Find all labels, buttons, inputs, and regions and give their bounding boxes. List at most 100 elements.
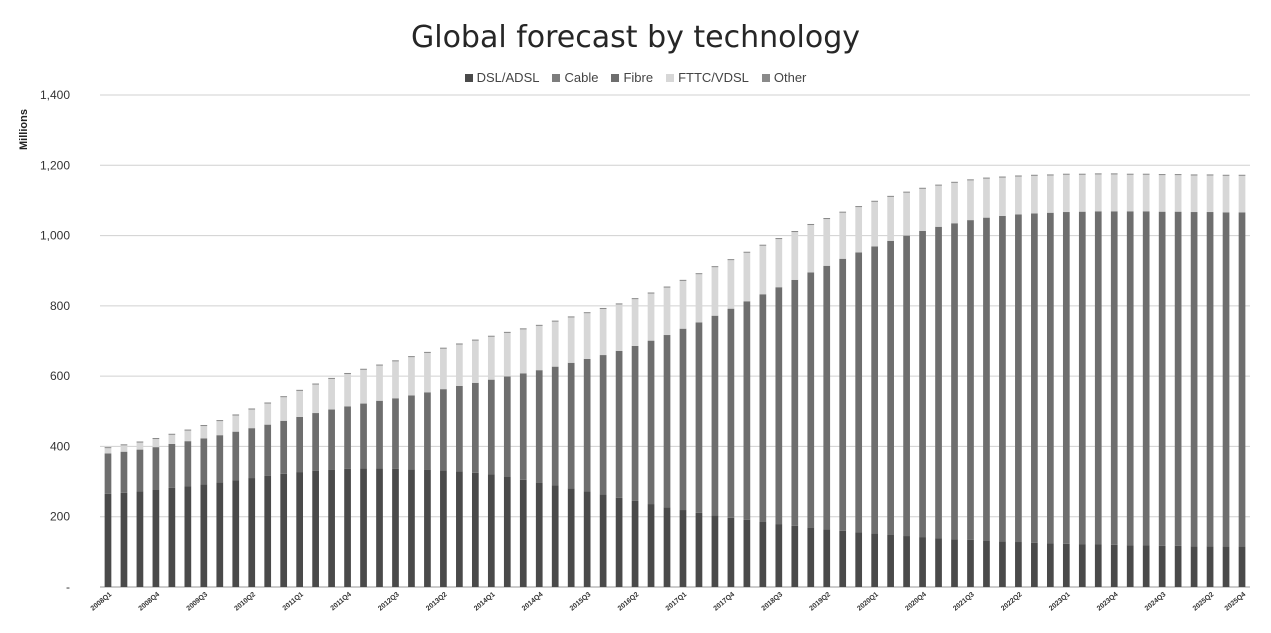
bar-segment-dsl-adsl: [903, 536, 910, 587]
bar-segment-fttc-vdsl: [232, 415, 240, 432]
bar-segment-dsl-adsl: [871, 533, 879, 587]
bar-segment-fibre: [631, 345, 639, 501]
bar-segment-fibre: [519, 373, 527, 480]
legend: DSL/ADSL Cable Fibre FTTC/VDSL Other: [0, 70, 1271, 85]
bar-segment-dsl-adsl: [184, 486, 192, 587]
bar-segment-dsl-adsl: [839, 530, 847, 587]
legend-swatch-fttc: [666, 73, 675, 82]
bar-segment-other: [775, 238, 783, 240]
bar-segment-fibre: [184, 441, 192, 487]
bar-segment-fibre: [280, 420, 288, 474]
bar-segment-dsl-adsl: [663, 507, 671, 587]
bar-segment-dsl-adsl: [392, 468, 399, 587]
bar-segment-other: [1190, 174, 1198, 176]
bar-segment-fibre: [711, 315, 719, 516]
bar-segment-fibre: [903, 235, 910, 537]
legend-item-fibre: Fibre: [611, 70, 653, 85]
x-tick-label: 2025Q4: [1224, 591, 1248, 612]
bar-segment-fttc-vdsl: [935, 185, 942, 227]
bar-segment-other: [1015, 175, 1022, 177]
bar-segment-fibre: [1046, 212, 1054, 544]
bar-segment-fibre: [136, 449, 144, 492]
bar-segment-other: [951, 181, 958, 183]
bar-segment-other: [567, 316, 575, 318]
bar-segment-fibre: [120, 451, 128, 493]
bar-segment-fibre: [456, 385, 463, 472]
bar-segment-other: [392, 360, 399, 362]
bar-segment-fttc-vdsl: [807, 225, 815, 273]
bar-segment-other: [152, 437, 160, 440]
x-tick-label: 2025Q2: [1192, 591, 1216, 612]
x-tick-label: 2011Q4: [330, 591, 353, 612]
bar-segment-fibre: [839, 258, 847, 531]
bar-segment-other: [328, 377, 335, 379]
legend-label-dsl: DSL/ADSL: [476, 70, 540, 85]
bar-segment-fibre: [248, 428, 256, 479]
legend-label-cable: Cable: [564, 70, 599, 85]
bar-segment-other: [280, 396, 288, 398]
bar-segment-other: [727, 259, 735, 261]
bar-segment-other: [791, 231, 799, 233]
bar-segment-dsl-adsl: [1110, 544, 1118, 587]
bar-segment-other: [104, 447, 112, 449]
bar-segment-dsl-adsl: [823, 529, 831, 587]
y-tick-label: 200: [50, 510, 70, 524]
bar-segment-dsl-adsl: [919, 537, 926, 587]
bar-segment-dsl-adsl: [1062, 543, 1070, 587]
bar-segment-fttc-vdsl: [424, 352, 431, 393]
bar-segment-fttc-vdsl: [999, 177, 1006, 216]
bar-segment-fibre: [1126, 211, 1134, 546]
bar-segment-other: [663, 286, 671, 288]
bar-segment-dsl-adsl: [1206, 546, 1214, 587]
x-tick-label: 2024Q3: [1144, 591, 1168, 612]
bar-segment-fibre: [232, 431, 240, 481]
bar-segment-fttc-vdsl: [1126, 174, 1134, 212]
bar-segment-other: [1094, 173, 1102, 175]
bar-segment-fttc-vdsl: [1142, 174, 1150, 212]
legend-label-other: Other: [773, 70, 807, 85]
bar-segment-other: [583, 312, 591, 314]
y-tick-label: 600: [50, 369, 70, 383]
bar-segment-fibre: [440, 389, 447, 471]
bar-segment-other: [456, 343, 463, 345]
bar-segment-fttc-vdsl: [775, 239, 783, 288]
x-tick-label: 2022Q2: [1000, 591, 1024, 612]
x-tick-label: 2017Q4: [713, 591, 737, 612]
bar-segment-other: [935, 184, 942, 186]
bars: [104, 173, 1246, 587]
bar-segment-fibre: [695, 322, 703, 513]
bar-segment-other: [615, 303, 623, 305]
bar-segment-other: [1158, 174, 1166, 176]
bar-segment-fttc-vdsl: [344, 374, 351, 407]
bar-segment-other: [711, 266, 719, 268]
bar-segment-fttc-vdsl: [280, 397, 288, 421]
bar-segment-other: [1031, 174, 1038, 176]
bar-segment-fibre: [296, 416, 304, 473]
bar-segment-fttc-vdsl: [136, 442, 144, 450]
bar-segment-dsl-adsl: [951, 539, 958, 587]
bar-segment-fttc-vdsl: [855, 207, 863, 253]
bar-segment-fibre: [1158, 211, 1166, 546]
bar-segment-fttc-vdsl: [871, 201, 879, 247]
bar-segment-other: [599, 307, 607, 310]
bar-segment-other: [344, 372, 351, 375]
bar-segment-fttc-vdsl: [1190, 175, 1198, 213]
legend-swatch-dsl: [464, 73, 473, 82]
bar-segment-other: [1238, 174, 1246, 176]
bar-segment-fibre: [152, 447, 160, 491]
bar-segment-dsl-adsl: [775, 524, 783, 587]
bar-segment-dsl-adsl: [376, 468, 383, 587]
bar-segment-other: [679, 279, 687, 281]
bar-segment-dsl-adsl: [280, 473, 288, 587]
bar-segment-other: [296, 389, 304, 391]
bar-segment-fibre: [104, 453, 112, 494]
bar-segment-fibre: [679, 328, 687, 511]
bar-segment-fttc-vdsl: [360, 369, 367, 404]
bar-segment-dsl-adsl: [935, 538, 942, 587]
bar-segment-other: [983, 177, 990, 179]
bar-segment-dsl-adsl: [296, 472, 304, 587]
bar-segment-other: [503, 331, 511, 333]
bar-segment-other: [807, 223, 815, 226]
bar-segment-fibre: [855, 252, 863, 533]
x-tick-label: 2008Q4: [138, 591, 162, 612]
